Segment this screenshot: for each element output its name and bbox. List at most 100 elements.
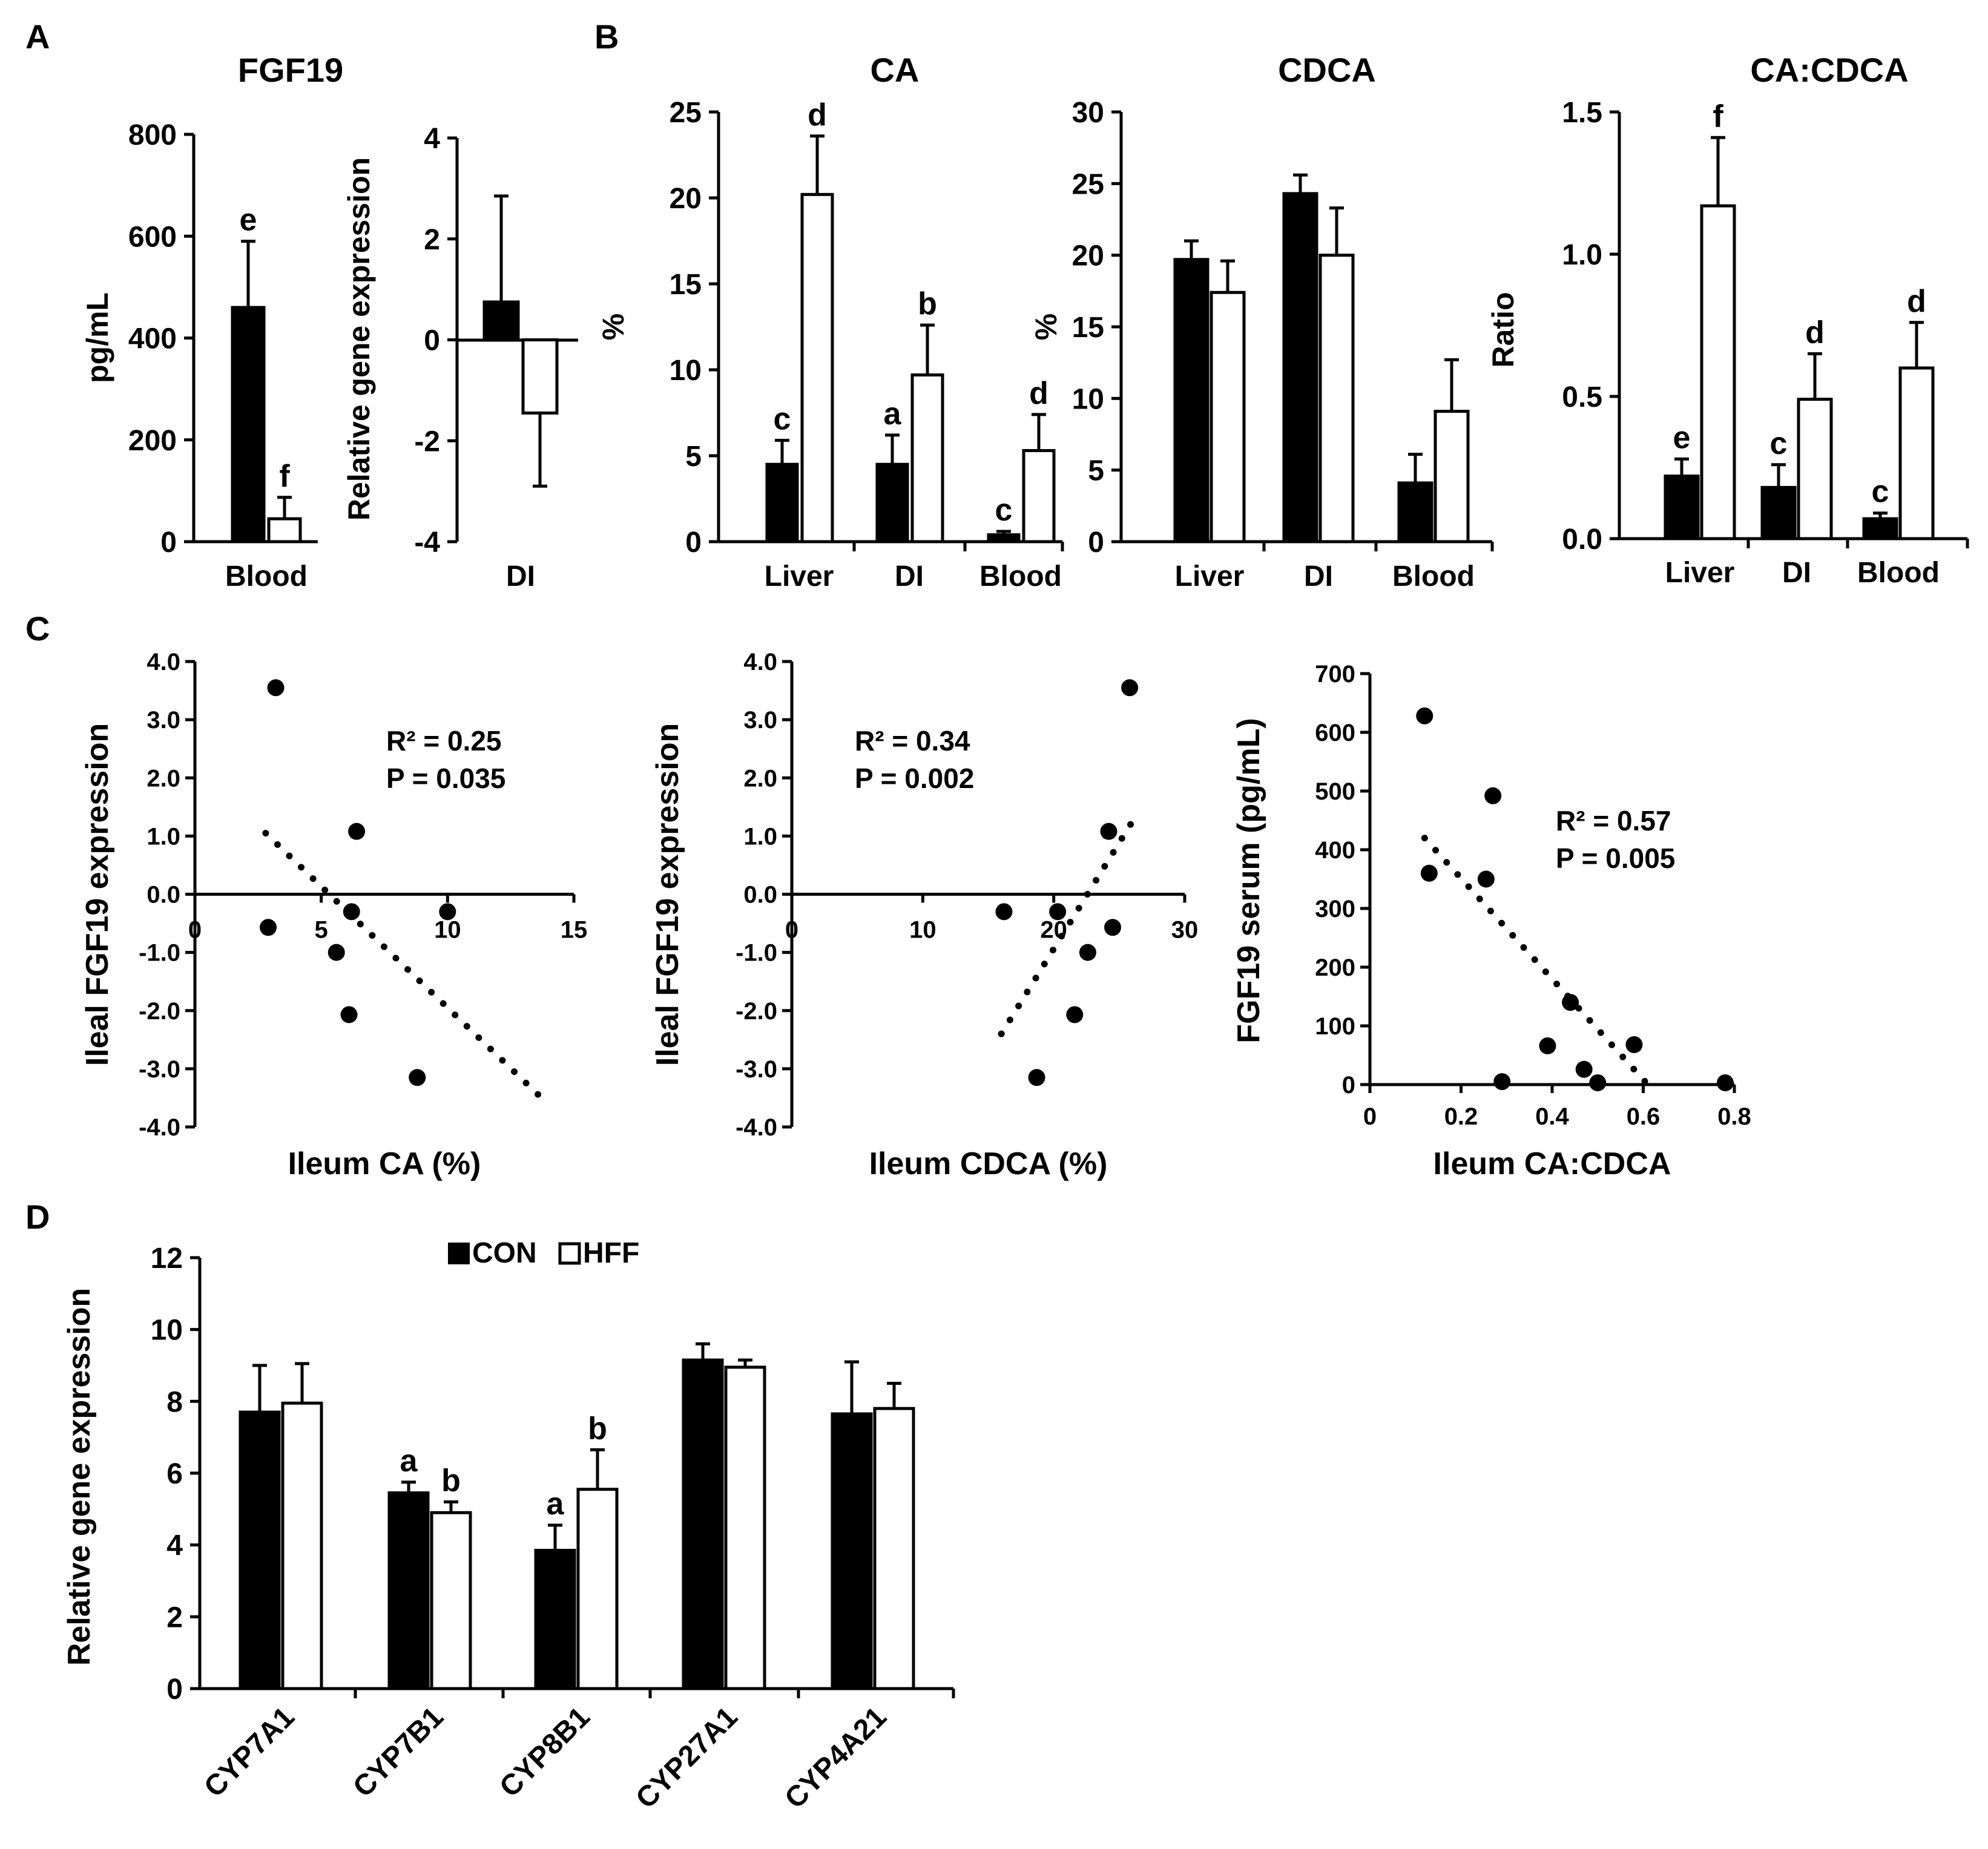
y-tick-label: 0 xyxy=(424,325,440,357)
category-label: CYP4A21 xyxy=(778,1701,892,1815)
y-tick-label: -1.0 xyxy=(736,940,777,967)
y-tick-label: 0 xyxy=(685,527,702,559)
data-point xyxy=(1477,870,1495,888)
y-tick-label: 800 xyxy=(128,119,177,151)
bar-hff xyxy=(1700,204,1736,540)
y-tick-label: 500 xyxy=(1315,778,1355,805)
y-tick-label: 25 xyxy=(670,97,702,129)
chart-title: CA:CDCA xyxy=(1750,51,1908,89)
y-tick-label: 10 xyxy=(670,355,702,387)
significance-letter: d xyxy=(1029,376,1048,411)
y-tick-label: 20 xyxy=(1072,240,1104,272)
category-label: Liver xyxy=(1175,560,1245,593)
y-tick-label: 400 xyxy=(1315,837,1355,864)
data-point xyxy=(267,679,285,697)
y-tick-label: 30 xyxy=(1072,97,1104,129)
significance-letter: a xyxy=(400,1443,418,1479)
chart-title: FGF19 xyxy=(238,51,343,89)
y-axis-label: Ileal FGF19 expression xyxy=(80,723,115,1066)
bar-con xyxy=(1862,517,1898,540)
y-tick-label: 2.0 xyxy=(146,765,180,792)
significance-letter: a xyxy=(884,396,902,432)
category-label: CYP27A1 xyxy=(630,1701,743,1815)
y-tick-label: 2.0 xyxy=(743,765,777,792)
significance-letter: b xyxy=(441,1463,461,1498)
bar-hff xyxy=(910,373,944,544)
y-tick-label: 0 xyxy=(1088,527,1104,559)
y-tick-label: 4.0 xyxy=(146,649,180,675)
legend-label-hff: HFF xyxy=(583,1237,639,1269)
legend-label-con: CON xyxy=(472,1237,537,1269)
p-value-label: P = 0.005 xyxy=(1556,842,1675,874)
data-point xyxy=(1589,1074,1607,1092)
category-label: Blood xyxy=(1392,560,1475,593)
chart-a2: -4 -2 0 2 4 DI Relative gene expression xyxy=(342,123,578,593)
y-tick-label: -3.0 xyxy=(736,1056,777,1083)
bar-con xyxy=(1760,485,1797,540)
legend: CON HFF xyxy=(448,1237,639,1269)
significance-letter: f xyxy=(279,459,290,494)
legend-swatch-hff xyxy=(558,1242,581,1265)
data-point xyxy=(1416,707,1433,724)
data-point xyxy=(1716,1074,1734,1092)
data-point xyxy=(439,903,456,921)
y-tick-label: -2.0 xyxy=(139,998,180,1025)
bar-hff xyxy=(281,1401,323,1690)
y-tick-label: 0.5 xyxy=(1562,381,1602,413)
x-tick-label: 30 xyxy=(1171,917,1199,944)
y-tick-label: 700 xyxy=(1315,661,1355,688)
data-point xyxy=(1539,1037,1556,1054)
y-tick-label: 3.0 xyxy=(146,707,180,734)
y-tick-label: -3.0 xyxy=(139,1056,180,1083)
y-tick-label: 4 xyxy=(166,1530,183,1562)
y-tick-label: 600 xyxy=(128,221,177,253)
bar-hff xyxy=(430,1511,472,1690)
bar-con xyxy=(1282,192,1318,544)
y-tick-label: 300 xyxy=(1315,896,1355,922)
bar-hff xyxy=(1022,448,1056,544)
y-tick-label: 10 xyxy=(151,1315,183,1347)
data-point xyxy=(340,1006,358,1023)
r-squared-label: R² = 0.34 xyxy=(855,725,970,757)
bar-con xyxy=(1397,481,1433,544)
data-point xyxy=(1484,787,1502,804)
y-tick-label: 400 xyxy=(128,323,177,355)
chart-c1: -4.0 -3.0 -2.0 -1.0 0.0 1.0 2.0 3.0 4.0 0 5 10 15 R² … xyxy=(80,649,587,1181)
y-tick-label: 3.0 xyxy=(743,707,777,734)
x-tick-label: 0 xyxy=(188,917,202,944)
data-point xyxy=(1028,1069,1045,1086)
significance-letter: e xyxy=(1673,420,1691,455)
y-tick-label: 0 xyxy=(160,527,177,559)
r-squared-label: R² = 0.57 xyxy=(1556,805,1671,836)
y-tick-label: 10 xyxy=(1072,383,1104,415)
bar-hff xyxy=(724,1365,766,1690)
data-point xyxy=(348,823,366,840)
y-tick-label: 2 xyxy=(166,1601,183,1634)
category-label: CYP7A1 xyxy=(198,1701,301,1804)
category-label: Blood xyxy=(225,560,308,593)
bar-hff xyxy=(1210,291,1246,544)
data-point xyxy=(1493,1073,1511,1091)
panel-letter-b: B xyxy=(594,18,619,56)
bar-con xyxy=(875,462,909,544)
x-tick-label: 5 xyxy=(315,917,328,944)
bar-con xyxy=(682,1358,724,1690)
y-tick-label: 4 xyxy=(424,123,440,155)
bar-con xyxy=(534,1549,576,1690)
p-value-label: P = 0.002 xyxy=(855,763,974,794)
significance-letter: f xyxy=(1713,99,1723,134)
category-label: Liver xyxy=(765,560,834,593)
bar-con xyxy=(387,1491,430,1690)
data-point xyxy=(995,903,1013,921)
bar-hff xyxy=(521,338,559,415)
y-axis-label: Ratio xyxy=(1486,292,1520,368)
bar-con xyxy=(482,300,520,341)
data-point xyxy=(1104,919,1122,936)
y-tick-label: 100 xyxy=(1315,1013,1355,1040)
bar-hff xyxy=(800,192,834,544)
category-label: CYP7B1 xyxy=(347,1701,450,1804)
y-tick-label: 12 xyxy=(151,1243,183,1275)
y-axis-label: Ileal FGF19 expression xyxy=(650,723,685,1066)
x-axis-label: Ileum CA (%) xyxy=(288,1146,481,1181)
x-tick-label: 0.4 xyxy=(1535,1103,1569,1130)
